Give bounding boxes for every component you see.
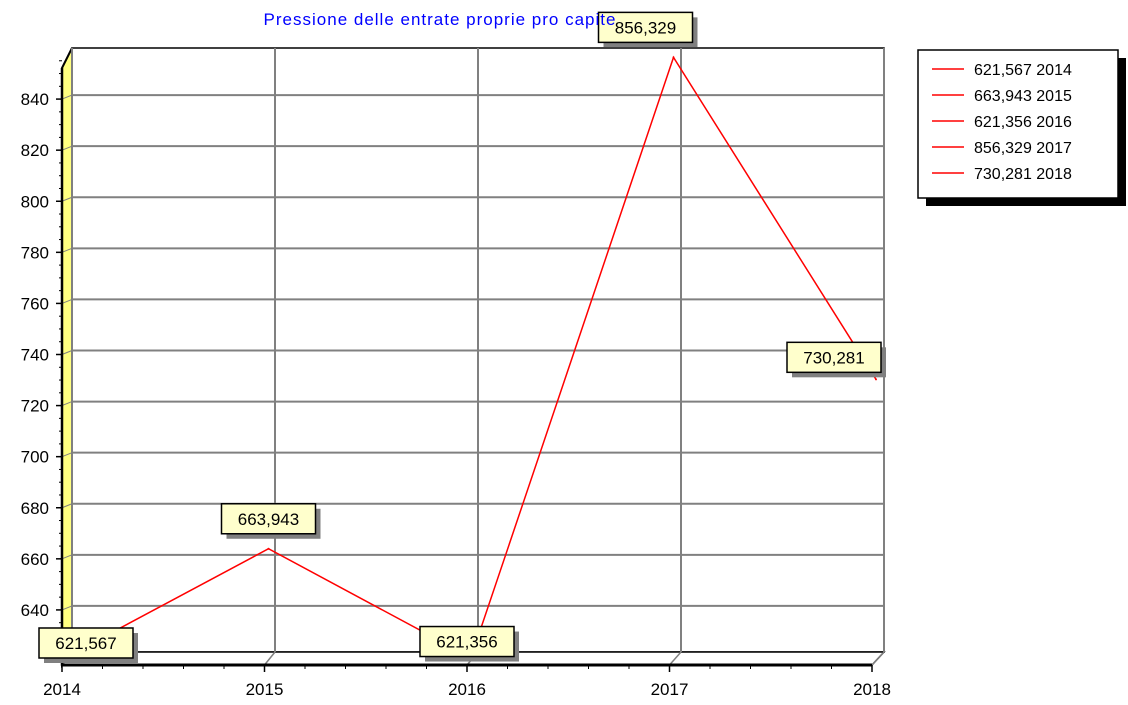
y-tick-label: 700: [21, 448, 49, 467]
legend-entry: 621,356 2016: [974, 114, 1072, 131]
wall-gridline: [61, 94, 73, 100]
x-tick-label: 2016: [448, 680, 486, 699]
data-point: [672, 56, 675, 59]
data-label-group: 856,329: [597, 11, 698, 48]
data-label-group: 621,356: [419, 625, 519, 662]
x-tick-label: 2015: [246, 680, 284, 699]
data-label-group: 730,281: [786, 341, 886, 378]
y-tick-label: 840: [21, 90, 49, 109]
data-label: 621,567: [55, 634, 116, 653]
data-label-box: [220, 503, 317, 535]
y-tick-label: 820: [21, 141, 49, 160]
floor-gridline: [871, 651, 885, 666]
legend-entry: 856,329 2017: [974, 140, 1072, 157]
y-tick-label: 760: [21, 294, 49, 313]
plot-left-wall: [61, 47, 73, 668]
data-point: [875, 378, 877, 381]
y-tick-label: 780: [21, 243, 49, 262]
data-label-box: [597, 11, 694, 44]
x-tick-label: 2017: [651, 680, 689, 699]
legend-entry: 730,281 2018: [974, 166, 1072, 183]
x-tick-label: 2014: [43, 680, 81, 699]
data-label: 856,329: [615, 18, 676, 37]
wall-gridline: [61, 503, 73, 509]
wall-gridline: [61, 196, 73, 202]
wall-gridline: [61, 145, 73, 151]
legend-entry: 621,567 2014: [974, 62, 1072, 79]
wall-gridline: [61, 298, 73, 304]
floor-gridline: [668, 651, 682, 666]
wall-gridline: [61, 401, 73, 407]
wall-gridline: [61, 452, 73, 458]
data-label-box: [38, 627, 134, 659]
y-tick-label: 660: [21, 550, 49, 569]
y-tick-label: 800: [21, 192, 49, 211]
data-label-box: [419, 625, 515, 658]
legend-box: [917, 49, 1119, 199]
wall-gridline: [61, 350, 73, 355]
y-tick-label: 680: [21, 499, 49, 518]
legend-entry: 663,943 2015: [974, 88, 1072, 105]
y-tick-label: 740: [21, 346, 49, 365]
x-tick-label: 2018: [853, 680, 891, 699]
wall-gridline: [61, 605, 73, 611]
data-point: [267, 547, 270, 550]
y-tick-label: 640: [21, 601, 49, 620]
floor-gridline: [263, 651, 276, 666]
data-label: 621,356: [436, 633, 497, 652]
chart-title: Pressione delle entrate proprie pro capi…: [264, 10, 617, 29]
wall-gridline: [61, 554, 73, 560]
data-label: 730,281: [803, 348, 864, 367]
y-tick-label: 720: [21, 397, 49, 416]
data-label: 663,943: [238, 510, 299, 529]
data-label-box: [786, 341, 882, 374]
data-label-group: 663,943: [220, 503, 321, 539]
data-label-group: 621,567: [38, 627, 138, 663]
wall-gridline: [61, 247, 73, 253]
